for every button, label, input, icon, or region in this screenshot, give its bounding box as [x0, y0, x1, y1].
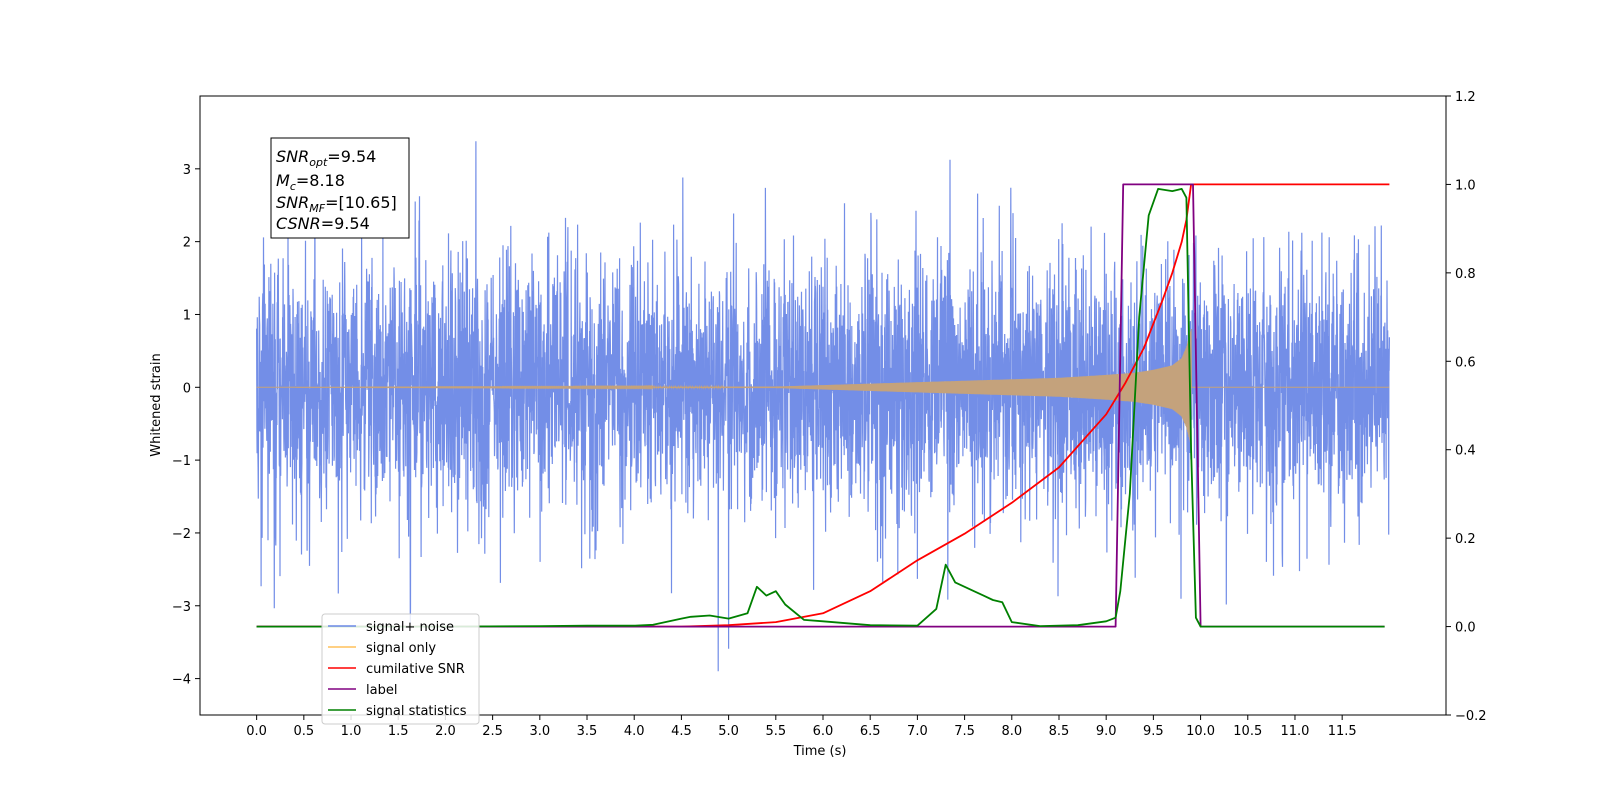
y-axis-left: 3 2 1 0 −1 −2 −3 −4	[172, 163, 200, 688]
y-left-tick-label: −2	[172, 527, 191, 542]
y-left-tick-label: −1	[172, 454, 191, 469]
series-line-cumilative-snr	[256, 183, 1390, 628]
y-left-tick-label: 1	[183, 308, 191, 323]
y-axis-right: 1.2 1.0 0.8 0.6 0.4 0.2 0.0 −0.2	[1446, 90, 1487, 724]
legend-frame	[321, 613, 480, 725]
y-right-tick-label: 0.6	[1455, 355, 1476, 370]
y-right-tick-label: 0.4	[1455, 444, 1476, 459]
y-left-tick-label: −3	[172, 600, 191, 615]
x-tick-label: 0.0	[246, 724, 267, 739]
x-tick-label: 9.5	[1143, 724, 1164, 739]
x-tick-label: 6.5	[860, 724, 881, 739]
y-right-tick-label: 0.2	[1455, 532, 1476, 547]
series-line-signal-noise	[256, 141, 1390, 672]
info-snr-mf: SNRMF=[10.65]	[276, 193, 397, 215]
series-layer	[256, 141, 1390, 672]
legend-label-cumulative-snr: cumilative SNR	[366, 662, 465, 677]
info-mc: Mc=8.18	[276, 171, 345, 193]
info-box: SNRopt=9.54 Mc=8.18 SNRMF=[10.65] CSNR=9…	[270, 137, 410, 239]
x-tick-label: 4.0	[624, 724, 645, 739]
series-line-signal-statistics	[256, 188, 1385, 628]
y-right-tick-label: 1.0	[1455, 178, 1476, 193]
x-tick-label: 1.0	[341, 724, 362, 739]
y-right-tick-label: 1.2	[1455, 90, 1476, 105]
x-tick-label: 8.5	[1049, 724, 1070, 739]
y-left-tick-label: 2	[183, 236, 191, 251]
y-right-tick-label: 0.8	[1455, 267, 1476, 282]
x-tick-label: 7.5	[954, 724, 975, 739]
series-line-signal-only	[256, 328, 1390, 445]
x-tick-label: 3.0	[529, 724, 550, 739]
y-right-tick-label: 0.0	[1455, 621, 1476, 636]
legend: signal+ noise signal only cumilative SNR…	[321, 613, 480, 725]
x-tick-label: 2.5	[482, 724, 503, 739]
x-tick-label: 4.5	[671, 724, 692, 739]
x-tick-label: 1.5	[388, 724, 409, 739]
y-left-tick-label: 0	[183, 381, 191, 396]
x-axis: 0.0 0.5 1.0 1.5 2.0 2.5 3.0 3.5 4.0 4.5 5.0 5.5 6.0 6…	[246, 715, 1357, 739]
x-tick-label: 8.0	[1001, 724, 1022, 739]
x-tick-label: 0.5	[293, 724, 314, 739]
x-axis-label: Time (s)	[793, 744, 847, 759]
x-tick-label: 10.5	[1233, 724, 1262, 739]
legend-label-label: label	[366, 683, 397, 698]
y-left-tick-label: −4	[172, 673, 191, 688]
y-right-tick-label: −0.2	[1455, 709, 1487, 724]
x-tick-label: 10.0	[1186, 724, 1215, 739]
info-snr-opt: SNRopt=9.54	[276, 147, 376, 169]
x-tick-label: 11.0	[1280, 724, 1309, 739]
legend-label-signal-only: signal only	[366, 641, 436, 656]
x-tick-label: 7.0	[907, 724, 928, 739]
x-tick-label: 9.0	[1096, 724, 1117, 739]
x-tick-label: 3.5	[577, 724, 598, 739]
y-left-tick-label: 3	[183, 163, 191, 178]
x-tick-label: 2.0	[435, 724, 456, 739]
x-tick-label: 6.0	[813, 724, 834, 739]
x-tick-label: 5.0	[718, 724, 739, 739]
legend-label-signal-noise: signal+ noise	[366, 620, 454, 635]
legend-label-signal-statistics: signal statistics	[366, 704, 467, 719]
info-csnr: CSNR=9.54	[276, 214, 370, 233]
x-tick-label: 5.5	[765, 724, 786, 739]
info-box-frame	[270, 137, 410, 239]
x-tick-label: 11.5	[1328, 724, 1357, 739]
y-axis-label: Whitened strain	[149, 353, 164, 456]
